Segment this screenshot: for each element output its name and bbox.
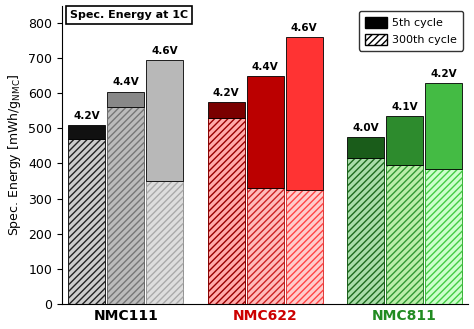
Text: 4.1V: 4.1V — [391, 102, 418, 112]
Bar — [425, 169, 462, 304]
Bar — [208, 102, 245, 118]
Bar — [386, 165, 423, 304]
Text: Spec. Energy at 1C: Spec. Energy at 1C — [70, 10, 188, 20]
Text: 4.2V: 4.2V — [73, 111, 100, 121]
Bar — [107, 91, 144, 107]
Bar — [246, 188, 284, 304]
Text: 4.0V: 4.0V — [352, 123, 379, 133]
Bar — [68, 139, 105, 304]
Text: 4.2V: 4.2V — [213, 88, 239, 98]
Text: 4.6V: 4.6V — [152, 46, 178, 56]
Legend: 5th cycle, 300th cycle: 5th cycle, 300th cycle — [359, 11, 463, 51]
Bar — [68, 125, 105, 139]
Bar — [208, 118, 245, 304]
Bar — [386, 165, 423, 304]
Bar — [246, 188, 284, 304]
Text: 4.4V: 4.4V — [252, 62, 279, 71]
Bar — [146, 181, 183, 304]
Bar — [347, 137, 384, 158]
Bar — [146, 181, 183, 304]
Y-axis label: Spec. Energy [mWh/g$_\mathregular{NMC}$]: Spec. Energy [mWh/g$_\mathregular{NMC}$] — [6, 74, 23, 236]
Bar — [286, 190, 323, 304]
Bar — [286, 37, 323, 190]
Bar — [286, 190, 323, 304]
Text: 4.4V: 4.4V — [112, 77, 139, 87]
Bar — [347, 158, 384, 304]
Bar — [208, 118, 245, 304]
Text: 4.6V: 4.6V — [291, 23, 318, 33]
Bar — [347, 158, 384, 304]
Bar — [107, 107, 144, 304]
Bar — [146, 60, 183, 181]
Bar — [425, 83, 462, 169]
Bar — [246, 76, 284, 188]
Bar — [107, 107, 144, 304]
Bar — [68, 139, 105, 304]
Text: 4.2V: 4.2V — [430, 68, 457, 79]
Bar — [386, 116, 423, 165]
Bar — [425, 169, 462, 304]
